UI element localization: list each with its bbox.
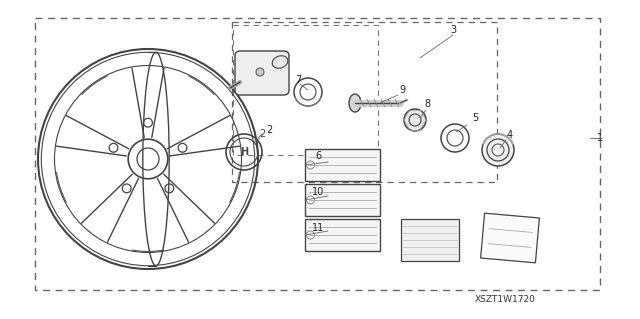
Bar (481, 213, 540, 263)
Text: 4: 4 (507, 130, 513, 140)
Text: 2: 2 (259, 129, 265, 139)
Bar (305, 184, 380, 216)
Text: XSZT1W1720: XSZT1W1720 (475, 295, 536, 305)
Bar (305, 219, 380, 251)
Circle shape (256, 68, 264, 76)
Text: 7: 7 (295, 75, 301, 85)
Bar (233, 25, 378, 155)
Ellipse shape (349, 94, 361, 112)
Circle shape (482, 134, 514, 166)
Text: 6: 6 (315, 151, 321, 161)
Bar (35, 18, 600, 290)
Text: 11: 11 (312, 223, 324, 233)
Bar (401, 219, 459, 261)
FancyBboxPatch shape (235, 51, 289, 95)
Bar (232, 22, 497, 182)
Text: 1: 1 (597, 133, 603, 143)
Text: 8: 8 (424, 99, 430, 109)
Text: H: H (240, 147, 248, 157)
Text: 10: 10 (312, 187, 324, 197)
Text: 9: 9 (399, 85, 405, 95)
Circle shape (404, 109, 426, 131)
Bar (305, 149, 380, 181)
Text: 5: 5 (472, 113, 478, 123)
Ellipse shape (272, 56, 288, 68)
Text: 2: 2 (266, 125, 272, 135)
Text: 3: 3 (450, 25, 456, 35)
